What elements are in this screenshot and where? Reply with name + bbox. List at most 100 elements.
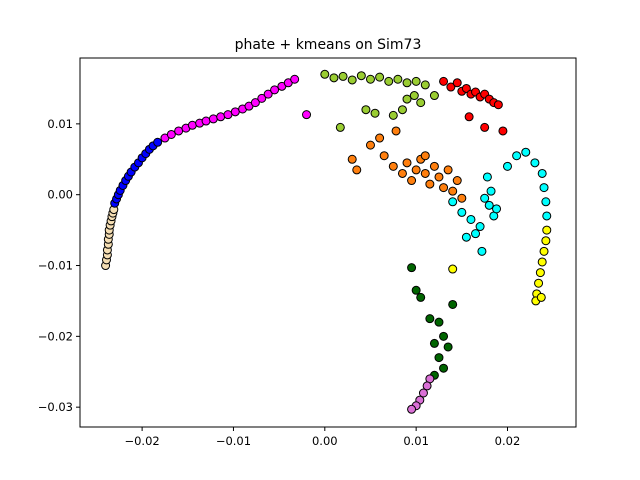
data-point [397,105,407,115]
data-point [521,147,531,157]
data-point [420,168,430,178]
y-axis: −0.03 −0.02 −0.01 0.00 0.01 [38,117,80,414]
data-point [370,108,380,118]
data-point [443,165,453,175]
data-point [418,388,428,398]
data-point [250,98,260,108]
data-point [537,168,547,178]
points-layer [101,69,552,414]
x-tick-label: 0.01 [403,434,429,448]
y-tick-label: −0.03 [38,400,73,414]
data-point [402,78,412,88]
data-point [434,172,444,182]
data-point [409,91,419,101]
data-point [356,71,366,81]
data-point [486,186,496,196]
data-point [482,172,492,182]
data-point [535,268,545,278]
data-point [429,338,439,348]
data-point [223,110,233,120]
y-tick-label: 0.01 [47,117,73,131]
x-tick-label: −0.02 [124,434,159,448]
data-point [502,161,512,171]
data-point [477,246,487,256]
data-point [443,342,453,352]
data-point [542,225,552,235]
data-point [539,183,549,193]
data-point [393,74,403,84]
data-point [429,91,439,101]
data-point [379,151,389,161]
data-point [466,214,476,224]
data-point [434,317,444,327]
data-point [365,140,375,150]
data-point [439,331,449,341]
data-point [448,299,458,309]
data-point [457,207,467,217]
data-point [498,126,508,136]
chart-title: phate + kmeans on Sim73 [235,37,422,53]
data-point [361,105,371,115]
data-point [263,89,273,99]
data-point [208,114,218,124]
data-point [439,183,449,193]
data-point [397,168,407,178]
data-point [365,74,375,84]
data-point [411,76,421,86]
data-point [302,110,312,120]
data-point [536,292,546,302]
data-point [480,122,490,132]
data-point [166,129,176,139]
data-point [448,186,458,196]
data-point [411,285,421,295]
data-point [216,112,226,122]
data-point [493,100,503,110]
data-point [448,197,458,207]
data-point [257,93,267,103]
data-point [347,75,357,85]
data-point [446,82,456,92]
data-point [439,76,449,86]
data-point [384,76,394,86]
y-tick-label: 0.00 [47,188,73,202]
data-point [347,154,357,164]
data-point [416,98,426,108]
data-point [537,257,547,267]
data-point [375,72,385,82]
data-point [230,107,240,117]
data-point [329,73,339,83]
data-point [411,165,421,175]
data-point [375,133,385,143]
data-point [391,126,401,136]
y-tick-label: −0.02 [38,329,73,343]
data-point [541,197,551,207]
data-point [407,263,417,273]
data-point [187,120,197,130]
data-point [512,151,522,161]
data-point [452,78,462,88]
data-point [290,74,300,84]
data-point [452,176,462,186]
data-point [457,193,467,203]
data-point [402,158,412,168]
data-point [471,229,481,239]
data-point [542,211,552,221]
data-point [388,110,398,120]
data-point [422,381,432,391]
data-point [320,69,330,79]
data-point [388,161,398,171]
data-point [270,85,280,95]
data-point [416,292,426,302]
data-point [539,246,549,256]
data-point [338,71,348,81]
plot-frame [79,57,577,428]
y-tick-label: −0.01 [38,259,73,273]
data-point [475,222,485,232]
data-point [464,112,474,122]
data-point [434,353,444,363]
data-point [425,179,435,189]
data-point [429,161,439,171]
data-point [484,200,494,210]
data-point [402,94,412,104]
data-point [439,363,449,373]
